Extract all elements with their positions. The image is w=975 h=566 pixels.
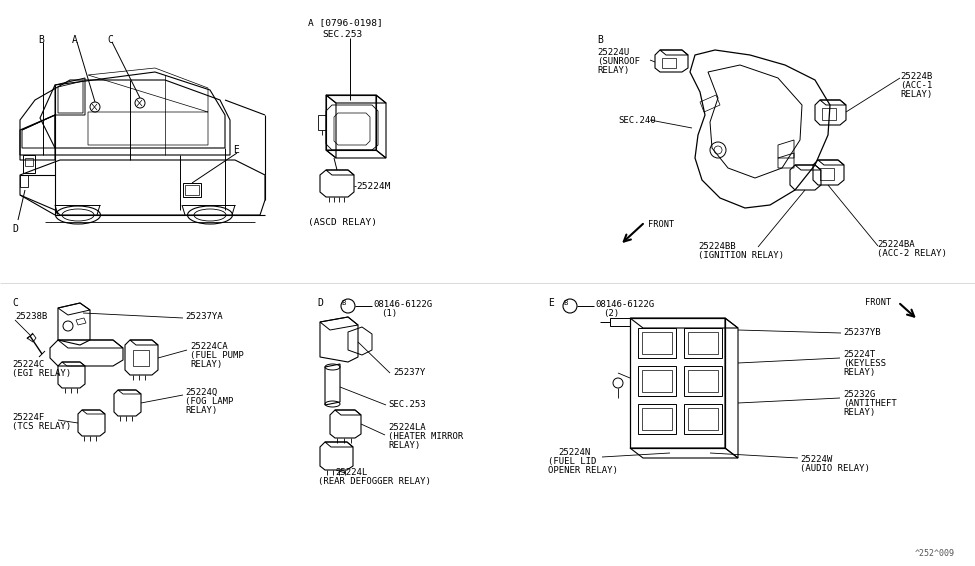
Text: (KEYLESS: (KEYLESS (843, 359, 886, 368)
Text: C: C (107, 35, 113, 45)
Text: (TCS RELAY): (TCS RELAY) (12, 422, 71, 431)
Text: 25224Q: 25224Q (185, 388, 217, 397)
Text: (ASCD RELAY): (ASCD RELAY) (308, 218, 377, 227)
Text: A [0796-0198]: A [0796-0198] (308, 18, 383, 27)
Text: 25237YA: 25237YA (185, 312, 222, 321)
Text: 25224F: 25224F (12, 413, 44, 422)
Text: RELAY): RELAY) (185, 406, 217, 415)
Text: (HEATER MIRROR: (HEATER MIRROR (388, 432, 463, 441)
Text: (ACC-1: (ACC-1 (900, 81, 932, 90)
Bar (638, 366, 676, 396)
Text: (FOG LAMP: (FOG LAMP (185, 397, 233, 406)
Text: E: E (548, 298, 554, 308)
Text: 08146-6122G: 08146-6122G (595, 300, 654, 309)
Bar (662, 58, 676, 68)
Text: 25238B: 25238B (15, 312, 47, 321)
Text: 25224L: 25224L (335, 468, 368, 477)
Text: D: D (12, 224, 18, 234)
Text: 25224BB: 25224BB (698, 242, 735, 251)
Text: (IGNITION RELAY): (IGNITION RELAY) (698, 251, 784, 260)
Text: (AUDIO RELAY): (AUDIO RELAY) (800, 464, 870, 473)
Bar (183, 183, 201, 197)
Text: 25224LA: 25224LA (388, 423, 426, 432)
Text: B: B (38, 35, 44, 45)
Bar (638, 328, 676, 358)
Text: RELAY): RELAY) (190, 360, 222, 369)
Text: B: B (563, 300, 567, 306)
Text: A: A (72, 35, 78, 45)
Text: (FUEL PUMP: (FUEL PUMP (190, 351, 244, 360)
Text: B: B (597, 35, 603, 45)
Text: 25224T: 25224T (843, 350, 876, 359)
Text: OPENER RELAY): OPENER RELAY) (548, 466, 618, 475)
Text: 25224M: 25224M (356, 182, 391, 191)
Bar (822, 108, 836, 120)
Bar (688, 408, 718, 430)
Text: 25224U: 25224U (597, 48, 629, 57)
Text: RELAY): RELAY) (900, 90, 932, 99)
Text: 25224C: 25224C (12, 360, 44, 369)
Bar (820, 168, 834, 180)
Text: 25224W: 25224W (800, 455, 833, 464)
Text: 25224N: 25224N (558, 448, 590, 457)
Text: 25237YB: 25237YB (843, 328, 880, 337)
Bar (684, 366, 722, 396)
Bar (642, 332, 672, 354)
Text: (FUEL LID: (FUEL LID (548, 457, 597, 466)
Bar (25, 158, 33, 166)
Text: (EGI RELAY): (EGI RELAY) (12, 369, 71, 378)
Text: (REAR DEFOGGER RELAY): (REAR DEFOGGER RELAY) (318, 477, 431, 486)
Text: SEC.253: SEC.253 (388, 400, 426, 409)
Text: (2): (2) (603, 309, 619, 318)
Text: 08146-6122G: 08146-6122G (373, 300, 432, 309)
Text: FRONT: FRONT (865, 298, 891, 307)
Text: FRONT: FRONT (648, 220, 675, 229)
Text: RELAY): RELAY) (843, 408, 876, 417)
Bar (642, 370, 672, 392)
Text: RELAY): RELAY) (388, 441, 420, 450)
Bar (642, 408, 672, 430)
Text: (SUNROOF: (SUNROOF (597, 57, 640, 66)
Text: B: B (341, 300, 345, 306)
Bar (185, 185, 199, 195)
Text: E: E (233, 145, 239, 155)
Text: ^252^009: ^252^009 (915, 549, 955, 558)
Bar (133, 350, 149, 366)
Bar (684, 328, 722, 358)
Polygon shape (326, 95, 386, 103)
Bar (688, 332, 718, 354)
Bar (684, 404, 722, 434)
Text: 25224BA: 25224BA (877, 240, 915, 249)
Text: RELAY): RELAY) (843, 368, 876, 377)
Bar (688, 370, 718, 392)
Text: (ACC-2 RELAY): (ACC-2 RELAY) (877, 249, 947, 258)
Text: 25224CA: 25224CA (190, 342, 227, 351)
Text: 25224B: 25224B (900, 72, 932, 81)
Bar (23, 155, 35, 173)
Text: (ANTITHEFT: (ANTITHEFT (843, 399, 897, 408)
Text: (1): (1) (381, 309, 397, 318)
Text: SEC.240: SEC.240 (618, 116, 655, 125)
Text: SEC.253: SEC.253 (322, 30, 363, 39)
Text: 25232G: 25232G (843, 390, 876, 399)
Text: 25237Y: 25237Y (393, 368, 425, 377)
Text: C: C (12, 298, 18, 308)
Bar (638, 404, 676, 434)
Bar (20, 175, 28, 187)
Text: D: D (317, 298, 323, 308)
Text: RELAY): RELAY) (597, 66, 629, 75)
